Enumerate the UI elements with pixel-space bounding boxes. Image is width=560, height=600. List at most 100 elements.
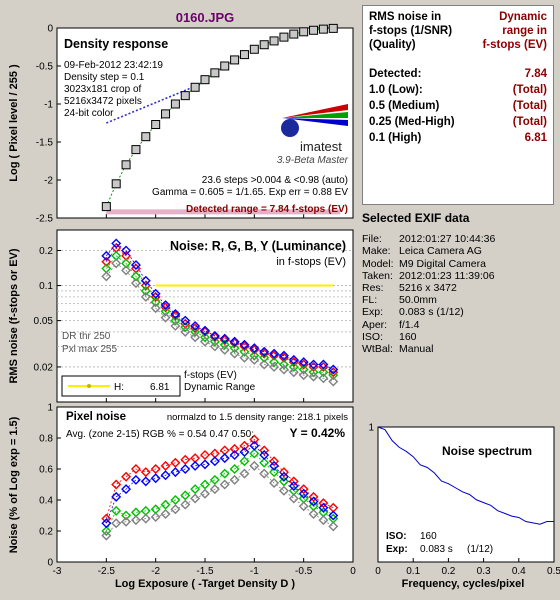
pixel-noise-point	[229, 474, 240, 485]
exif-line: Res: 5216 x 3472	[362, 282, 554, 294]
x-tick-label: -2	[151, 566, 160, 577]
noise-subtitle: in f-stops (EV)	[276, 256, 346, 268]
exif-value: 2012:01:23 11:39:06	[399, 269, 495, 282]
pixel-noise-point	[259, 445, 270, 456]
noise-point	[140, 291, 151, 302]
noise-point	[200, 336, 210, 347]
pixel-noise-series-line	[105, 439, 334, 519]
exif-title: Selected EXIF data	[362, 211, 470, 225]
pixel-title: Pixel noise	[66, 411, 126, 423]
density-point	[151, 120, 161, 130]
density-point	[101, 202, 111, 212]
pixel-noise-point	[278, 476, 289, 487]
noise-title: Noise: R, G, B, Y (Luminance)	[170, 239, 346, 253]
noise-point	[298, 364, 309, 375]
pixel-noise-point	[170, 504, 181, 515]
pixel-noise-point	[328, 510, 339, 521]
noise-series-line	[106, 262, 334, 382]
pixel-noise-point	[229, 464, 240, 474]
pixel-noise-point	[209, 484, 220, 495]
noise-point	[180, 322, 191, 333]
pixel-noise-point	[200, 459, 210, 470]
density-point	[318, 24, 328, 34]
y-tick-label: 0.02	[34, 362, 54, 373]
spectrum-exp-label: Exp:	[386, 544, 408, 555]
noise-point	[130, 260, 141, 271]
exif-value: f/1.4	[399, 318, 420, 331]
density-point	[328, 23, 338, 33]
exif-line: Model: M9 Digital Camera	[362, 258, 554, 270]
pixel-noise-point	[239, 456, 250, 467]
dr-row-value: (Total)	[512, 116, 547, 128]
exif-line: WtBal: Manual	[362, 343, 554, 355]
pixel-noise-point	[229, 450, 240, 461]
exif-value: Leica Camera AG	[399, 245, 482, 258]
noise-point	[328, 364, 339, 375]
density-stats-1: 23.6 steps >0.004 & <0.98 (auto)	[202, 175, 348, 186]
density-point	[180, 91, 190, 101]
dr-head-right: f-stops (EV)	[482, 39, 547, 51]
dr-head-left: RMS noise in	[369, 11, 442, 23]
pixel-noise-point	[308, 491, 319, 502]
noise-point	[190, 326, 201, 337]
pixel-noise-point	[111, 518, 122, 529]
noise-legend-note-2: Dynamic Range	[184, 382, 256, 393]
x-tick-label: 0	[375, 566, 381, 577]
pixel-noise-point	[101, 518, 112, 529]
pixel-noise-point	[269, 467, 280, 478]
noise-point	[308, 367, 319, 378]
noise-point	[229, 338, 240, 349]
density-point	[141, 132, 151, 142]
pixel-noise-point	[121, 516, 132, 527]
noise-point	[298, 370, 309, 381]
dr-row: Detected: 7.84	[369, 66, 547, 82]
pixel-noise-point	[298, 501, 309, 512]
noise-point	[219, 335, 230, 346]
exif-panel: Selected EXIF data File: 2012:01:27 10:44…	[362, 212, 554, 355]
noise-point	[298, 357, 309, 368]
noise-point	[328, 370, 339, 381]
pixel-noise-point	[121, 484, 132, 495]
dr-head-right: Dynamic	[499, 11, 547, 23]
noise-point	[209, 336, 220, 347]
pixel-noise-point	[180, 464, 191, 474]
noise-point	[140, 285, 151, 296]
exif-key: Exp:	[362, 306, 384, 319]
pixel-noise-point	[190, 484, 201, 495]
pixel-noise-point	[328, 521, 339, 532]
density-point	[299, 27, 309, 37]
noise-point	[170, 308, 181, 319]
pixel-noise-point	[130, 474, 141, 485]
dr-row-label: 1.0 (Low):	[369, 84, 423, 96]
noise-point	[160, 306, 171, 317]
noise-point	[259, 352, 270, 363]
pixel-noise-point	[101, 526, 112, 536]
pixel-noise-point	[170, 457, 181, 468]
x-tick-label: -2.5	[98, 566, 116, 577]
dr-row: 0.5 (Medium) (Total)	[369, 98, 547, 114]
pixel-noise-point	[229, 443, 240, 454]
pixel-noise-point	[239, 468, 250, 479]
pixel-noise-point	[160, 470, 171, 481]
exif-line: Taken: 2012:01:23 11:39:06	[362, 270, 554, 282]
pixel-noise-point	[209, 474, 220, 485]
pixel-noise-point	[288, 476, 299, 487]
logo-text: imatest	[300, 139, 342, 154]
pixel-y-text: Y = 0.42%	[290, 426, 346, 440]
pixel-noise-point	[140, 476, 151, 487]
x-tick-label: -3	[53, 566, 62, 577]
pixel-noise-point	[278, 471, 289, 482]
noise-legend-value: 6.81	[150, 382, 170, 393]
exif-key: Aper:	[362, 318, 388, 331]
noise-legend-box: H: 6.81	[61, 375, 181, 397]
noise-point	[328, 376, 339, 387]
noise-point	[239, 346, 250, 357]
density-point	[190, 82, 200, 92]
pixel-noise-point	[308, 508, 319, 519]
density-info-line: 3023x181 crop of	[64, 84, 142, 95]
dr-row-value: (Total)	[512, 100, 547, 112]
pixel-noise-point	[130, 515, 141, 526]
exif-line: File: 2012:01:27 10:44:36	[362, 233, 554, 245]
noise-point	[170, 315, 181, 326]
pixel-noise-point	[259, 450, 270, 461]
